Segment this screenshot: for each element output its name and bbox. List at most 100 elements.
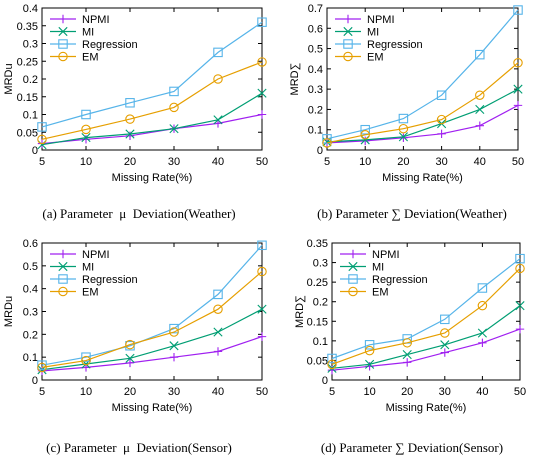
data-point-em [398,123,409,134]
data-point-npmi [327,366,337,375]
data-point-em [169,102,179,113]
legend-marker [58,26,68,37]
legend-marker [58,14,68,24]
series-line-mi [41,308,263,371]
data-point-em [37,134,47,145]
data-point-regression [440,314,450,325]
caption-weather-mu: (a) Parameter μ Deviation(Weather) [42,206,235,221]
series-line-mi [41,92,263,146]
data-point-mi [81,132,91,143]
data-point-mi [37,140,47,150]
data-point-em [477,300,488,311]
data-point-em [213,304,223,314]
data-point-npmi [440,348,449,357]
x-axis-label: Missing Rate(%) [386,402,467,414]
data-point-regression [257,17,267,27]
legend-label: EM [367,52,384,64]
y-tick-label: 0.35 [17,21,38,33]
legend-label: MI [367,27,379,39]
data-point-em [37,362,47,373]
legend-label: Regression [82,274,138,286]
data-point-regression [364,340,375,350]
y-tick-label: 0.2 [23,329,38,341]
data-point-em [513,58,523,68]
chart-panel-weather-sigma: 0 0.1 0.2 0.3 0.4 0.5 0.6 0.7 5 10 20 30 40 50 Missing… [289,3,524,184]
x-tick-label: 10 [80,386,92,398]
y-tick-label: 0.6 [308,23,323,35]
data-point-regression [515,253,525,264]
legend-marker [343,39,353,49]
data-point-regression [360,124,370,135]
series-line-npmi [331,328,521,371]
x-tick-label: 50 [256,156,268,168]
x-axis-label: Missing Rate(%) [112,402,193,414]
data-point-mi [125,353,135,363]
data-point-em [257,57,267,67]
y-tick-label: 0 [32,145,38,157]
legend-marker [58,274,68,284]
data-point-em [440,328,450,338]
series-line-regression [41,21,263,128]
data-point-regression [513,5,523,15]
x-tick-label: 20 [124,386,136,398]
legend-marker [58,286,68,297]
chart-panel-sensor-sigma: 0 0.05 0.1 0.15 0.2 0.25 0.3 0.35 5 10 20 30 40 50 Mis… [294,238,526,414]
plot-frame [331,242,521,381]
data-point-mi [398,132,408,142]
y-tick-label: 0.3 [23,39,38,51]
caption-sensor-mu: (c) Parameter μ Deviation(Sensor) [46,440,232,455]
legend-marker [343,14,353,24]
data-point-regression [398,113,409,124]
y-tick-label: 0 [317,145,323,157]
data-point-npmi [257,332,267,341]
data-point-npmi [169,352,179,362]
legend-label: EM [82,287,99,299]
x-axis-label: Missing Rate(%) [382,172,463,184]
series-line-em [331,267,521,365]
x-tick-label: 50 [256,386,268,398]
legend-marker [348,249,358,259]
data-point-em [327,359,337,370]
y-tick-label: 0.15 [307,316,328,328]
data-point-em [81,124,91,135]
x-tick-label: 30 [435,156,447,168]
legend-marker [348,274,358,284]
y-tick-label: 0.35 [307,238,328,250]
series-line-regression [41,244,263,366]
legend-label: MI [82,27,94,39]
data-point-regression [475,49,485,60]
y-tick-label: 0.2 [313,297,328,309]
x-tick-label: 20 [124,156,136,168]
series-line-mi [331,305,521,369]
data-point-mi [402,349,412,360]
x-tick-label: 30 [168,156,180,168]
data-point-npmi [478,338,487,348]
data-point-regression [213,289,223,300]
data-point-em [257,266,267,277]
legend-marker [348,286,358,297]
data-point-npmi [513,101,523,110]
legend-label: Regression [367,39,423,51]
data-point-em [402,338,412,348]
data-point-npmi [361,136,370,146]
x-tick-label: 40 [476,386,488,398]
plot-frame [41,7,263,151]
data-point-em [436,114,447,125]
y-tick-label: 0.2 [308,104,323,116]
data-point-regression [436,90,447,100]
x-tick-label: 40 [212,386,224,398]
data-point-npmi [125,131,135,140]
data-point-regression [257,240,267,251]
y-tick-label: 0 [322,375,328,387]
series-line-em [326,62,519,144]
data-point-mi [257,304,267,314]
data-point-mi [365,359,375,369]
data-point-npmi [475,121,484,130]
data-point-em [515,263,525,274]
y-tick-label: 0.25 [307,277,328,289]
x-tick-label: 30 [439,386,451,398]
series-line-mi [326,88,519,143]
data-point-em [213,74,223,84]
y-tick-label: 0.25 [17,56,38,68]
